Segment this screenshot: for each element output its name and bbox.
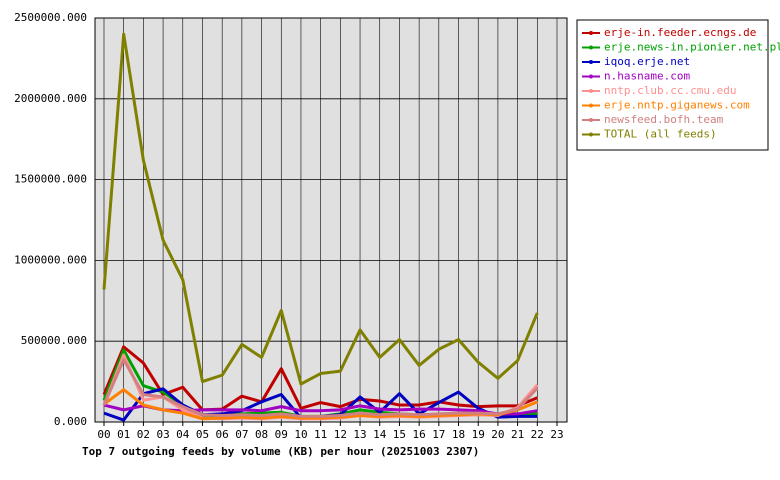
legend-marker [589, 103, 593, 108]
legend-marker [589, 132, 593, 137]
chart-title: Top 7 outgoing feeds by volume (KB) per … [82, 445, 479, 458]
x-tick-label: 02 [137, 428, 150, 441]
x-tick-label: 10 [294, 428, 307, 441]
x-tick-label: 11 [314, 428, 327, 441]
x-tick-label: 13 [353, 428, 366, 441]
series-line [103, 403, 538, 416]
y-tick-label: 500000.000 [21, 334, 87, 347]
legend-label: newsfeed.bofh.team [604, 113, 724, 126]
x-tick-label: 04 [176, 428, 190, 441]
legend-label: erje.nntp.giganews.com [604, 99, 750, 112]
x-tick-label: 18 [452, 428, 465, 441]
x-tick-label: 08 [255, 428, 268, 441]
legend [576, 19, 769, 151]
x-tick-label: 09 [275, 428, 288, 441]
x-tick-label: 03 [156, 428, 169, 441]
series-line [102, 345, 538, 412]
series-line [102, 358, 539, 418]
y-tick-label: 2000000.000 [14, 92, 87, 105]
legend-marker [589, 31, 593, 35]
legend-label: erje.news-in.pionier.net.pl [604, 41, 780, 54]
series-line [102, 32, 539, 386]
y-tick-label: 1000000.000 [14, 253, 87, 266]
y-tick-label: 0.000 [54, 415, 87, 428]
legend-label: n.hasname.com [604, 70, 690, 83]
x-tick-label: 01 [117, 428, 130, 441]
plot-area [94, 17, 568, 423]
x-tick-label: 12 [334, 428, 347, 441]
legend-marker [589, 118, 593, 122]
x-tick-label: 14 [373, 428, 387, 441]
x-tick-label: 20 [491, 428, 504, 441]
legend-marker [589, 89, 593, 93]
legend-marker [589, 74, 593, 79]
legend-label: TOTAL (all feeds) [604, 128, 717, 141]
x-tick-label: 19 [472, 428, 485, 441]
x-tick-label: 21 [511, 428, 524, 441]
x-tick-label: 17 [432, 428, 445, 441]
legend-label: iqoq.erje.net [604, 55, 690, 68]
y-tick-label: 2500000.000 [14, 11, 87, 24]
legend-label: nntp.club.cc.cmu.edu [604, 84, 736, 97]
legend-marker [589, 45, 593, 50]
x-tick-label: 23 [550, 428, 563, 441]
y-tick-label: 1500000.000 [14, 173, 87, 186]
x-tick-label: 22 [531, 428, 544, 441]
legend-marker [589, 60, 593, 64]
legend-label: erje-in.feeder.ecngs.de [604, 26, 756, 39]
x-tick-label: 06 [216, 428, 229, 441]
x-tick-label: 15 [393, 428, 406, 441]
x-tick-label: 05 [196, 428, 209, 441]
x-tick-label: 00 [97, 428, 110, 441]
x-tick-label: 07 [235, 428, 248, 441]
x-tick-label: 16 [413, 428, 426, 441]
